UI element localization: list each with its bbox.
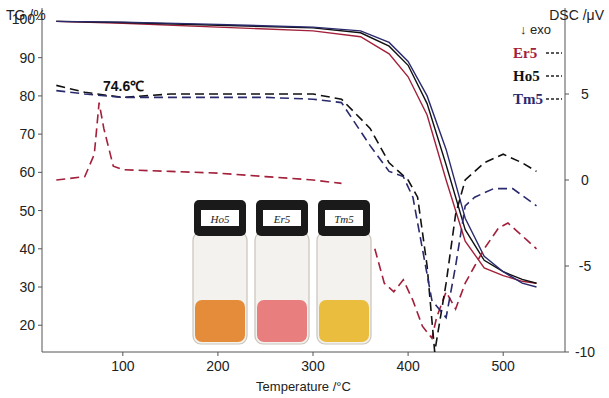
y-tick-label: 70: [19, 126, 35, 142]
x-tick-label: 300: [301, 358, 325, 374]
series-line: [56, 85, 536, 352]
x-tick: [122, 352, 123, 356]
y2-tick-label: 5: [581, 86, 589, 102]
y-tick-label: 80: [19, 88, 35, 104]
y-axis: [42, 8, 43, 352]
y2-tick-label: -10: [575, 344, 595, 360]
x-tick-label: 400: [396, 358, 420, 374]
x-tick: [408, 352, 409, 356]
x-tick-label: 100: [111, 358, 135, 374]
y2-tick: [565, 94, 569, 95]
x-tick: [217, 352, 218, 356]
y-tick-label: 90: [19, 50, 35, 66]
x-axis: [42, 352, 565, 353]
vial: Er5: [255, 200, 309, 344]
legend-swatch: [546, 75, 562, 76]
vial-cap: [318, 200, 370, 236]
legend-label: Ho5: [513, 68, 540, 84]
y-tick: [38, 287, 42, 288]
vial-label: Ho5: [210, 213, 230, 225]
y-tick: [38, 325, 42, 326]
x-tick: [503, 352, 504, 356]
y-tick: [38, 172, 42, 173]
y-axis-label: TG /%: [6, 7, 46, 23]
vial-glass: [193, 232, 247, 344]
vial-label-bg: [325, 210, 363, 226]
vial-label-bg: [201, 210, 239, 226]
vial-glass: [317, 232, 371, 344]
annotation: 74.6℃: [103, 78, 144, 94]
y-tick-label: 60: [19, 164, 35, 180]
vial-label-bg: [263, 210, 301, 226]
legend-swatch: [546, 52, 562, 53]
y-tick: [38, 210, 42, 211]
y-tick: [38, 57, 42, 58]
y-tick-label: 20: [19, 317, 35, 333]
vial: Ho5: [193, 200, 247, 344]
y2-tick-label: 0: [581, 172, 589, 188]
y-tick-label: 40: [19, 241, 35, 257]
y2-tick: [565, 266, 569, 267]
y-tick-label: 50: [19, 203, 35, 219]
vial-cap: [256, 200, 308, 236]
y2-tick-label: -5: [579, 258, 592, 274]
legend-label: Er5: [513, 45, 537, 61]
legend-title: ↓ exo: [520, 22, 551, 37]
vial: Tm5: [317, 200, 371, 344]
y2-axis-label: DSC /μV: [549, 7, 604, 23]
y2-tick: [565, 180, 569, 181]
legend-swatch: [546, 98, 562, 99]
x-tick-label: 500: [492, 358, 516, 374]
x-tick-label: 200: [206, 358, 230, 374]
x-axis-label: Temperature /°C: [256, 379, 351, 394]
x-tick: [313, 352, 314, 356]
vial-label: Tm5: [334, 213, 354, 225]
vial-liquid: [257, 300, 307, 342]
y-tick: [38, 95, 42, 96]
plot-lines: [56, 21, 536, 352]
chart: 203040506070809010050-5-1010020030040050…: [0, 0, 609, 398]
vial-liquid: [195, 300, 245, 342]
vial-cap: [194, 200, 246, 236]
y-tick: [38, 248, 42, 249]
y-tick-label: 30: [19, 279, 35, 295]
vial-label: Er5: [273, 213, 291, 225]
y2-tick: [565, 352, 569, 353]
vial-liquid: [319, 300, 369, 342]
y-tick: [38, 134, 42, 135]
vial-glass: [255, 232, 309, 344]
legend-label: Tm5: [513, 91, 543, 107]
